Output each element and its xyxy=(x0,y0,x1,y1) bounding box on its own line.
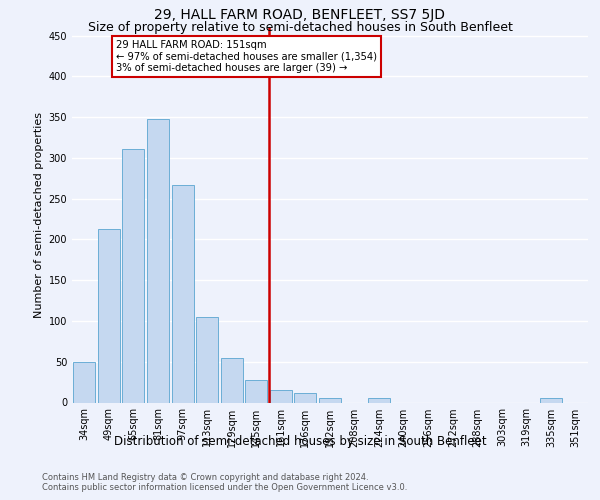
Bar xyxy=(245,380,268,402)
Text: Contains HM Land Registry data © Crown copyright and database right 2024.
Contai: Contains HM Land Registry data © Crown c… xyxy=(42,472,407,492)
Bar xyxy=(122,149,145,403)
Text: Distribution of semi-detached houses by size in South Benfleet: Distribution of semi-detached houses by … xyxy=(113,435,487,448)
Bar xyxy=(221,358,243,403)
Bar xyxy=(368,398,390,402)
Bar xyxy=(295,392,316,402)
Bar xyxy=(172,185,194,402)
Text: Size of property relative to semi-detached houses in South Benfleet: Size of property relative to semi-detach… xyxy=(88,21,512,34)
Bar xyxy=(73,362,95,403)
Bar xyxy=(319,398,341,402)
Bar xyxy=(196,317,218,402)
Bar xyxy=(98,229,120,402)
Y-axis label: Number of semi-detached properties: Number of semi-detached properties xyxy=(34,112,44,318)
Text: 29 HALL FARM ROAD: 151sqm
← 97% of semi-detached houses are smaller (1,354)
3% o: 29 HALL FARM ROAD: 151sqm ← 97% of semi-… xyxy=(116,40,377,73)
Text: 29, HALL FARM ROAD, BENFLEET, SS7 5JD: 29, HALL FARM ROAD, BENFLEET, SS7 5JD xyxy=(155,8,445,22)
Bar xyxy=(540,398,562,402)
Bar xyxy=(270,390,292,402)
Bar xyxy=(147,119,169,403)
